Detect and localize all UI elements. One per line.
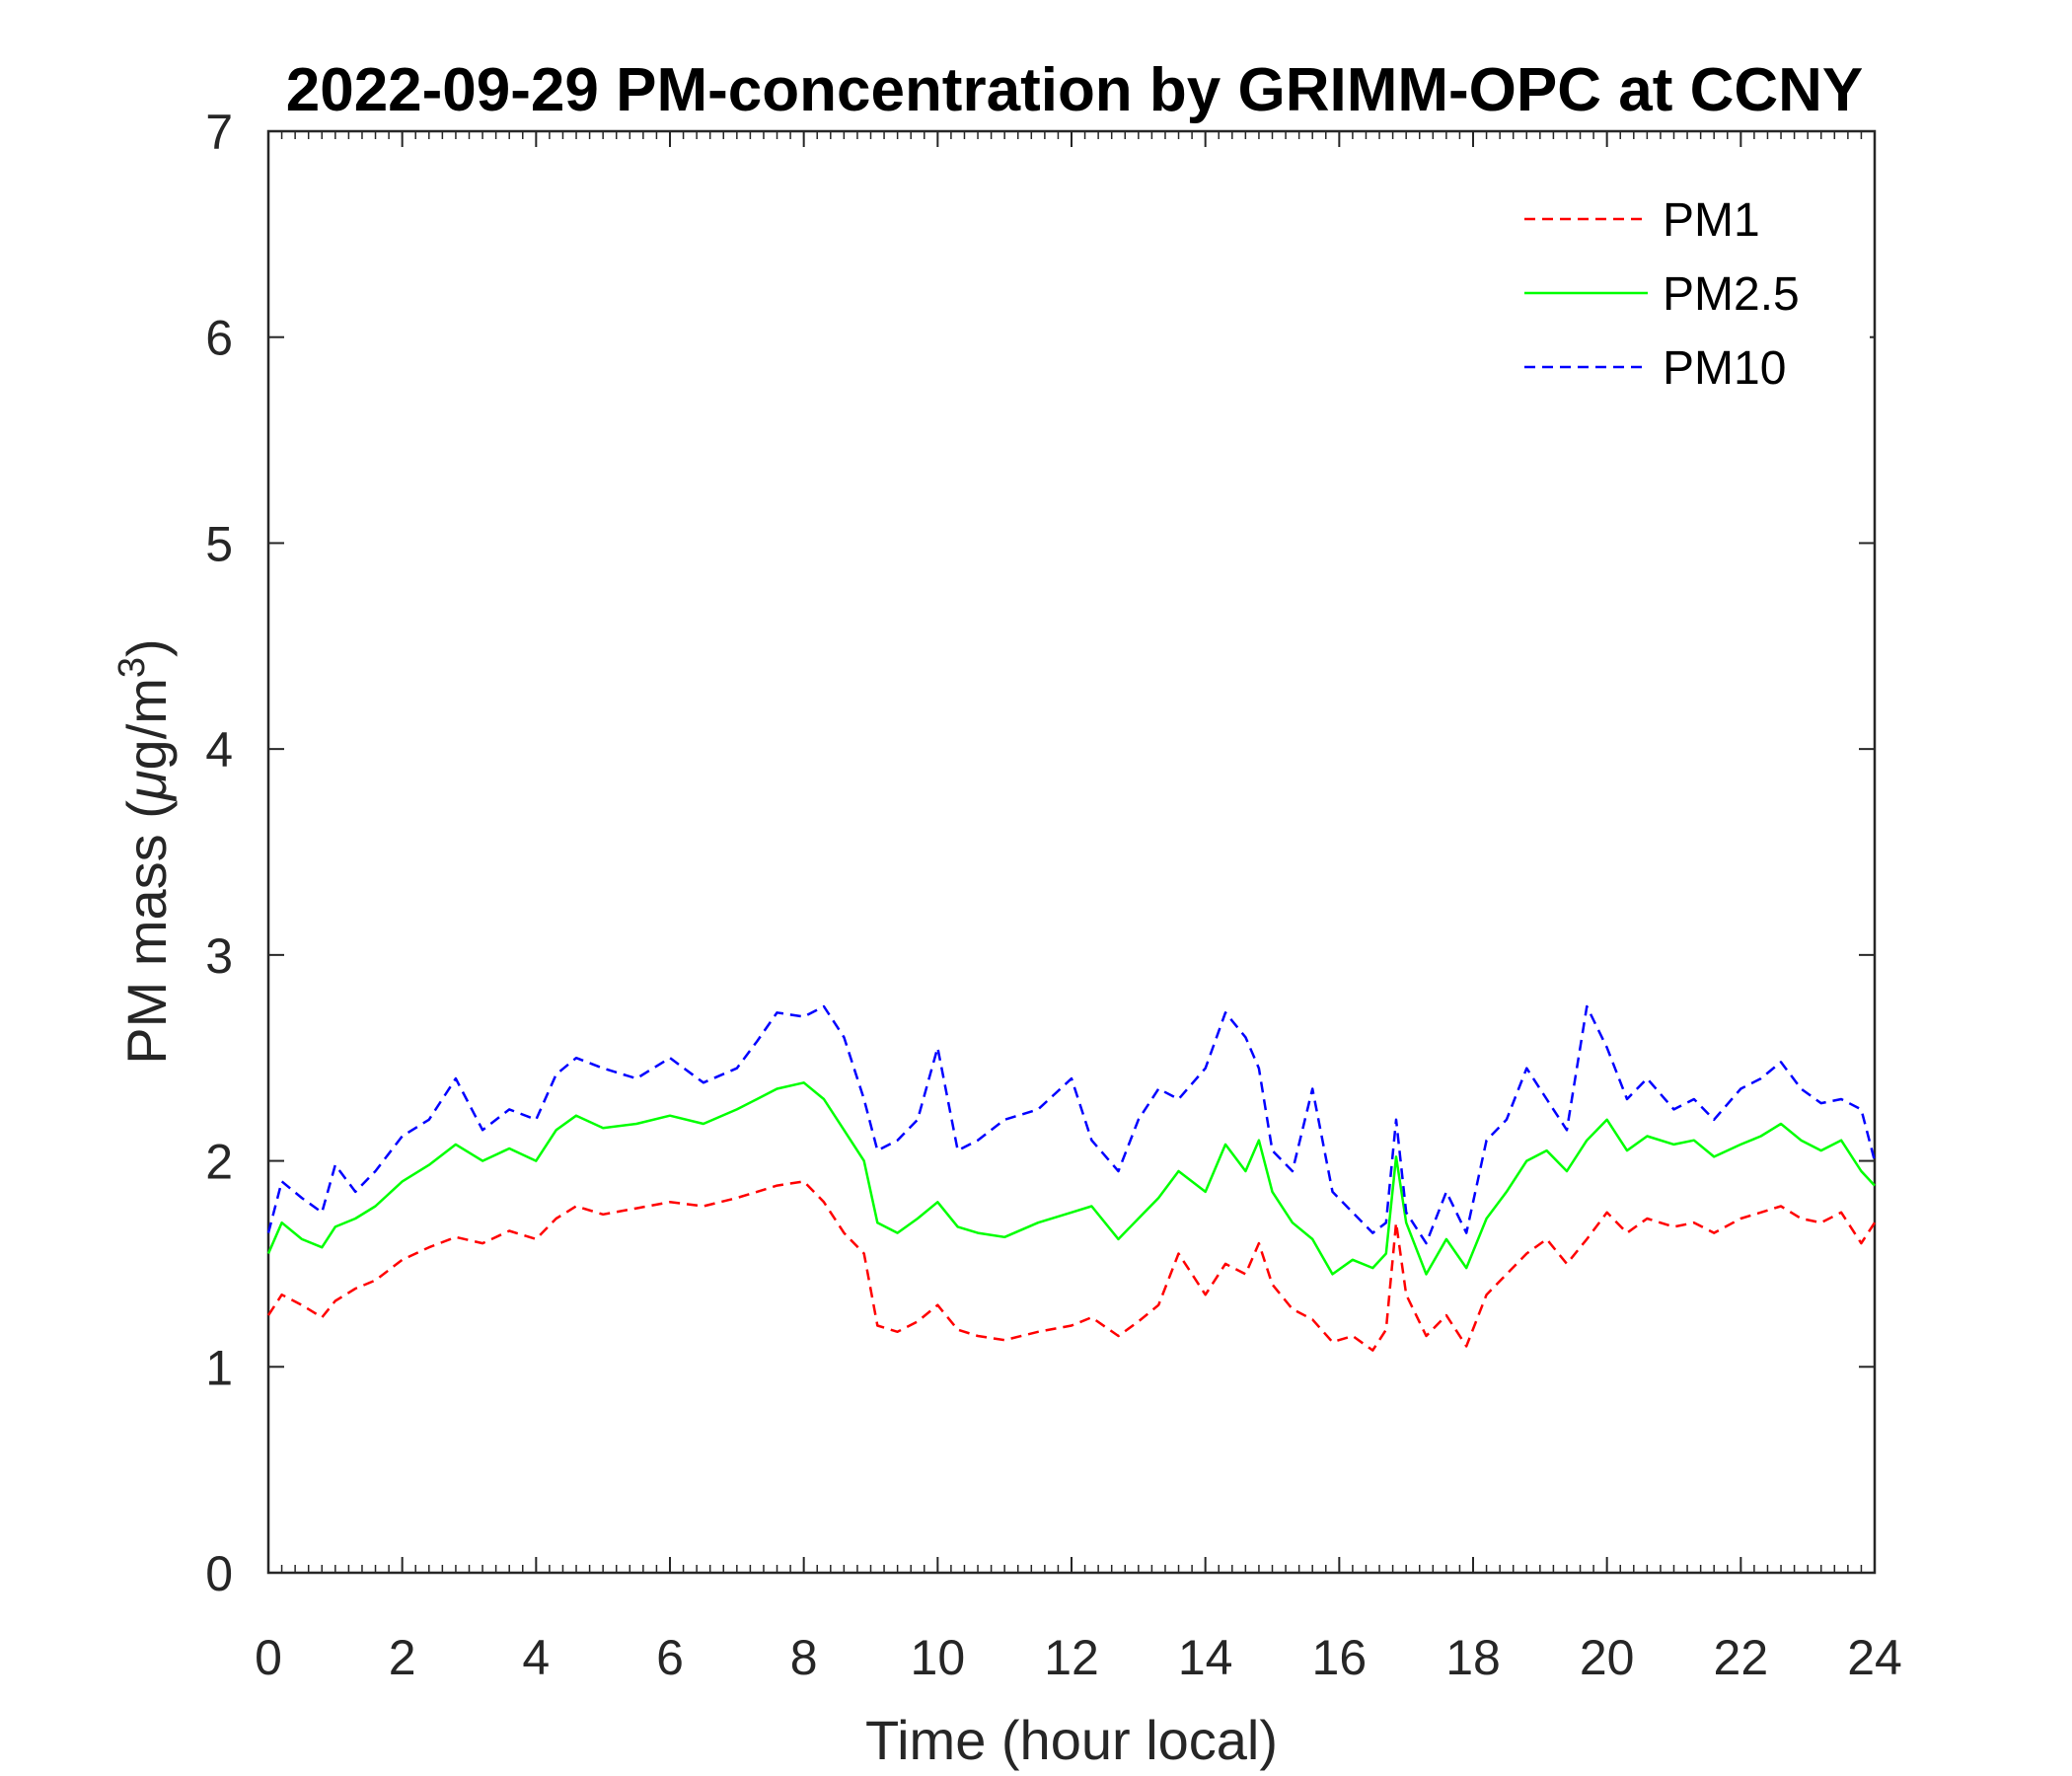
x-tick-label: 6 <box>656 1630 684 1685</box>
legend-box <box>1505 183 1870 409</box>
minor-ticks <box>267 131 1876 1573</box>
legend-label-pm10: PM10 <box>1663 342 1786 395</box>
y-tick-label: 0 <box>205 1546 233 1601</box>
major-ticks <box>267 130 1876 1574</box>
y-tick-label: 5 <box>205 516 233 571</box>
y-tick-labels: 0 1 2 3 4 5 6 7 <box>205 105 233 1601</box>
x-tick-label: 10 <box>911 1630 966 1685</box>
x-tick-labels: 0 2 4 6 8 10 12 14 16 18 20 22 24 <box>255 1630 1902 1685</box>
x-tick-label: 8 <box>790 1630 818 1685</box>
series-line-pm10 <box>266 1004 1877 1245</box>
series-line-pm1 <box>266 1180 1877 1352</box>
x-tick-label: 4 <box>522 1630 550 1685</box>
x-tick-label: 20 <box>1580 1630 1635 1685</box>
x-axis-label: Time (hour local) <box>865 1709 1278 1771</box>
legend: PM1 PM2.5 PM10 <box>1505 183 1870 409</box>
legend-label-pm1: PM1 <box>1663 194 1760 247</box>
x-tick-label: 14 <box>1178 1630 1233 1685</box>
series-line-pm25 <box>266 1081 1876 1276</box>
x-tick-label: 24 <box>1847 1630 1902 1685</box>
y-tick-label: 3 <box>205 928 233 984</box>
legend-entry-pm1: PM1 <box>1524 194 1760 247</box>
y-tick-label: 2 <box>205 1135 233 1190</box>
x-tick-label: 18 <box>1445 1630 1501 1685</box>
x-tick-label: 12 <box>1044 1630 1099 1685</box>
x-tick-label: 22 <box>1714 1630 1769 1685</box>
series-lines <box>266 1004 1877 1352</box>
legend-entry-pm10: PM10 <box>1524 342 1786 395</box>
chart-title: 2022-09-29 PM-concentration by GRIMM-OPC… <box>286 56 1864 124</box>
legend-entry-pm25: PM2.5 <box>1524 268 1800 321</box>
y-axis-label: PM mass (μg/m3) <box>111 638 178 1064</box>
y-tick-label: 1 <box>205 1340 233 1395</box>
y-tick-label: 6 <box>205 311 233 366</box>
x-tick-label: 2 <box>389 1630 416 1685</box>
y-tick-label: 4 <box>205 722 233 777</box>
legend-label-pm25: PM2.5 <box>1663 268 1800 321</box>
y-tick-label: 7 <box>205 105 233 160</box>
x-tick-label: 0 <box>255 1630 282 1685</box>
x-tick-label: 16 <box>1312 1630 1368 1685</box>
